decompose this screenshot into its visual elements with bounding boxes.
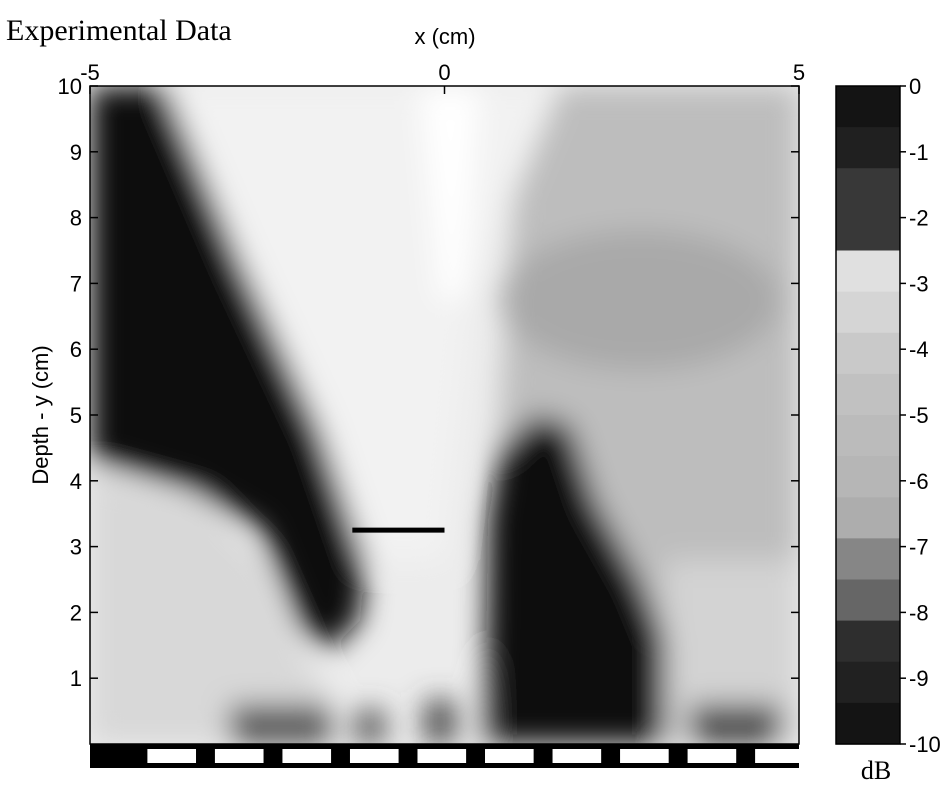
strip-element-7 [620,749,669,763]
colorbar-segment-7 [836,373,900,416]
colorbar-segment-11 [836,538,900,581]
colorbar-segment-6 [836,332,900,375]
strip-element-9 [755,749,804,763]
colorbar-tick-label-9: -9 [909,666,929,691]
colorbar-segment-3 [836,209,900,252]
colorbar-tick-label-10: -10 [909,732,941,757]
colorbar-segment-9 [836,456,900,498]
transducer-strip [90,744,804,768]
y-axis-label: Depth - y (cm) [28,345,53,484]
region-gray-blob [500,230,780,370]
y-tick-label-2: 3 [70,535,82,560]
region-light-lower-left [90,470,330,744]
region-patch-1 [230,705,330,744]
colorbar-segment-10 [836,497,900,539]
region-white-core [420,86,480,300]
y-axis: 1 2 3 4 5 6 7 8 9 10 [58,74,799,691]
heatmap-field [90,86,799,744]
strip-element-4 [417,749,467,763]
chart-title: Experimental Data [6,14,232,47]
region-patch-2 [355,710,385,744]
colorbar: 0 -1 -2 -3 -4 -5 -6 -7 -8 -9 -10 dB [835,74,941,785]
colorbar-tick-label-4: -4 [909,337,929,362]
strip-element-1 [214,749,264,763]
colorbar-axis: 0 -1 -2 -3 -4 -5 -6 -7 -8 -9 -10 [900,74,941,757]
colorbar-segment-1 [836,127,900,169]
colorbar-tick-label-8: -8 [909,600,929,625]
strip-element-3 [349,749,399,763]
colorbar-tick-label-3: -3 [909,271,929,296]
strip-element-6 [552,749,602,763]
y-tick-label-8: 9 [70,140,82,165]
colorbar-segment-13 [836,620,900,663]
colorbar-tick-label-6: -6 [909,469,929,494]
region-dark-right [485,415,665,744]
strip-element-2 [282,749,332,763]
region-patch-3 [425,700,455,744]
colorbar-segment-15 [836,702,900,745]
y-tick-label-0: 1 [70,666,82,691]
x-tick-label-1: 0 [438,60,450,85]
x-axis: -5 0 5 [80,60,805,94]
y-tick-label-1: 2 [70,600,82,625]
colorbar-tick-label-5: -5 [909,403,929,428]
colorbar-tick-label-7: -7 [909,535,929,560]
region-light-lower-right [665,560,799,744]
x-tick-label-2: 5 [793,60,805,85]
colorbar-label: dB [861,756,891,785]
x-axis-label: x (cm) [414,24,475,49]
strip-element-8 [687,749,737,763]
colorbar-segment-8 [836,415,900,457]
y-tick-label-3: 4 [70,469,82,494]
region-patch-4 [690,705,780,744]
colorbar-segment-0 [836,86,900,128]
colorbar-segment-14 [836,661,900,704]
colorbar-segment-12 [836,579,900,622]
colorbar-segment-4 [836,250,900,293]
x-tick-label-0: -5 [80,60,100,85]
y-tick-label-5: 6 [70,337,82,362]
strip-element-0 [147,749,197,763]
y-tick-label-9: 10 [58,74,82,99]
colorbar-tick-label-1: -1 [909,140,929,165]
colorbar-segment-2 [836,168,900,210]
colorbar-tick-label-2: -2 [909,206,929,231]
region-dark-left [90,86,365,650]
colorbar-tick-label-0: 0 [909,74,921,99]
heatmap-regions [90,86,799,744]
y-tick-label-6: 7 [70,271,82,296]
colorbar-segment-5 [836,291,900,334]
strip-element-5 [485,749,534,763]
colorbar-strip [836,86,900,745]
y-tick-label-7: 8 [70,206,82,231]
y-tick-label-4: 5 [70,403,82,428]
